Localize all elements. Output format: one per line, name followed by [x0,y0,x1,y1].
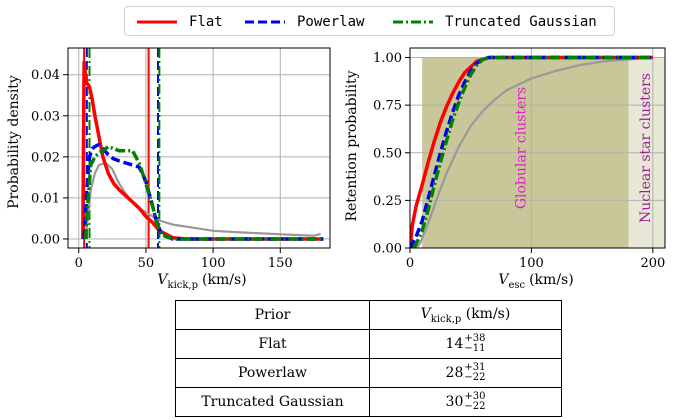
right-xlabel: Vesc (km/s) [498,272,573,291]
right-series-gray-reference [415,56,653,248]
right-ytick-label: 0.25 [373,194,402,209]
left-series-truncated-gaussian [83,144,324,241]
table-header-value: Vkick,p (km/s) [369,300,562,330]
right-ytick-label: 0.50 [373,146,402,161]
left-xtick-label: 0 [75,256,83,271]
prior-table: Prior Vkick,p (km/s) Flat 14 +38 −11 Power… [175,300,562,417]
left-xlabel: Vkick,p (km/s) [157,272,246,291]
left-series-powerlaw [82,142,324,241]
charts-canvas: Probability density Vkick,p (km/s) Retent… [6,47,666,291]
legend-swatch-truncated-gaussian [393,20,433,24]
right-ytick-label: 0.75 [373,99,402,114]
left-ylabel: Probability density [6,75,22,209]
right-series-truncated-gaussian [412,55,653,248]
table-cell-value: 30 +30 −22 [369,387,562,417]
table-cell-prior: Powerlaw [175,358,370,388]
table-cell-value: 14 +38 −11 [369,329,562,359]
right-ytick-label: 0.00 [373,242,402,257]
right-ytick-label: 1.00 [373,51,402,66]
right-region-label-nuclear-star-clusters: Nuclear star clusters [638,73,654,223]
left-axes-frame [67,47,331,249]
table-row: Flat 14 +38 −11 [175,329,562,359]
right-axes-frame [409,47,666,249]
legend-swatch-flat [137,20,177,24]
left-xtick-label: 100 [201,256,226,271]
left-xtick-label: 150 [268,256,293,271]
legend-item-flat: Flat [137,7,223,37]
right-series-powerlaw [410,55,653,248]
right-xtick-label: 0 [406,256,414,271]
right-ylabel: Retention probability [344,70,360,221]
table-header-row: Prior Vkick,p (km/s) [175,300,562,330]
table-row: Truncated Gaussian 30 +30 −22 [175,387,562,417]
left-series-gray-reference [84,161,321,240]
left-ytick-label: 0.04 [31,68,60,83]
left-ytick-label: 0.01 [31,191,60,206]
legend-label-truncated-gaussian: Truncated Gaussian [445,14,597,30]
legend-item-truncated-gaussian: Truncated Gaussian [393,7,597,37]
legend-swatch-powerlaw [245,20,285,24]
table-cell-prior: Truncated Gaussian [175,387,370,417]
legend: Flat Powerlaw Truncated Gaussian [124,6,615,36]
right-xtick-label: 100 [519,256,544,271]
left-xtick-label: 50 [138,256,155,271]
legend-item-powerlaw: Powerlaw [245,7,364,37]
table-row: Powerlaw 28 +31 −22 [175,358,562,388]
legend-label-flat: Flat [189,14,223,30]
legend-label-powerlaw: Powerlaw [297,14,365,30]
right-xtick-label: 200 [640,256,665,271]
right-region-label-globular-clusters: Globular clusters [513,87,529,209]
table-header-prior: Prior [175,300,370,330]
table-cell-value: 28 +31 −22 [369,358,562,388]
left-ytick-label: 0.02 [31,150,60,165]
table-cell-prior: Flat [175,329,370,359]
left-ytick-label: 0.03 [31,109,60,124]
left-ytick-label: 0.00 [31,232,60,247]
